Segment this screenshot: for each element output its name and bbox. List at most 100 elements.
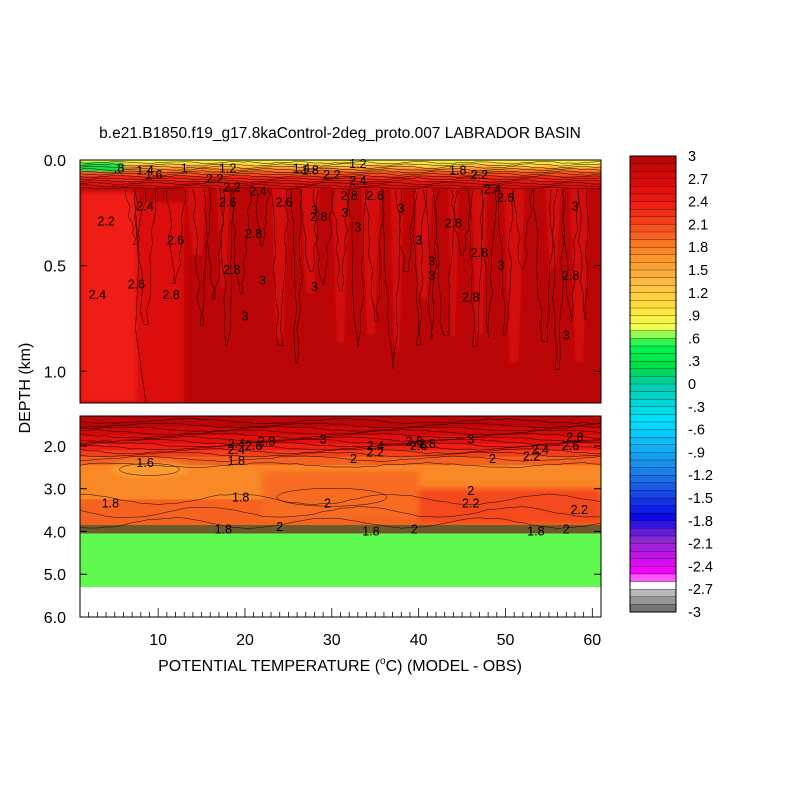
contour-label: 2.6 (167, 233, 184, 247)
y-tick-label: 6.0 (44, 610, 66, 627)
upper-panel: .8 1.41.6 1 1.22.22.2 2.42.62.42.21.41.8 2.21… (44, 153, 602, 404)
colorbar-box (629, 505, 677, 514)
contour-label: 2.6 (562, 439, 579, 453)
contour-label: 2 (350, 452, 357, 466)
colorbar-box (629, 459, 677, 469)
colorbar-box (629, 300, 677, 309)
contour-label: 2.4 (228, 443, 245, 457)
colorbar-label: -1.2 (688, 468, 713, 484)
contour-label: 2.2 (323, 168, 340, 182)
colorbar-box (629, 231, 677, 241)
colorbar-label: 1.2 (688, 286, 708, 302)
contour-label: 1.8 (362, 524, 379, 538)
contour-label: 2 (324, 497, 331, 511)
contour-label: 3 (242, 309, 249, 323)
contour-label: 2.4 (89, 288, 106, 302)
chart-title: b.e21.B1850.f19_g17.8kaControl-2deg_prot… (99, 125, 581, 142)
contour-label: 2 (563, 522, 570, 536)
colorbar-label: -.3 (688, 400, 705, 416)
contour-label: 3 (467, 433, 474, 447)
contour-label: 2.8 (245, 227, 262, 241)
colorbar-box (629, 361, 677, 370)
colorbar-label: 1.5 (688, 263, 708, 279)
colorbar-box (629, 163, 677, 172)
contour-label: 3 (428, 269, 435, 283)
contour-label: 2.6 (367, 189, 384, 203)
contour-label: 2.2 (462, 497, 479, 511)
contour-label: 1.2 (349, 157, 366, 171)
contour-label: 2.8 (462, 290, 479, 304)
colorbar-box (629, 573, 677, 583)
contour-label: 1.8 (232, 490, 249, 504)
colorbar-frame (629, 155, 677, 613)
contour-label: 2.6 (410, 439, 427, 453)
contour-label: 3 (428, 254, 435, 268)
upper-contour-lines (80, 161, 601, 403)
contour-label: 2.8 (566, 430, 583, 444)
colorbar-label: 0 (688, 377, 696, 393)
colorbar-label: -2.7 (688, 582, 713, 598)
contour-label: 2.2 (223, 180, 240, 194)
colorbar-box (629, 566, 677, 575)
colorbar-box (629, 543, 677, 552)
contour-label: 2.4 (249, 185, 266, 199)
colorbar-box (629, 444, 677, 453)
upper-y-axis: 0.0 0.5 1.0 (44, 153, 601, 381)
colorbar-box (629, 452, 677, 461)
lower-panel: 2.82.4 2.62.43 2.62.82.62.42.23 2.82.62.42.… (44, 415, 602, 649)
contour-label: 2.2 (471, 168, 488, 182)
y-tick-label: 0.5 (44, 259, 66, 276)
x-tick-label: 50 (497, 632, 515, 649)
colorbar-box (629, 201, 677, 210)
colorbar-label: 2.1 (688, 217, 708, 233)
contour-label: 1.4 (136, 164, 153, 178)
contour-label: 2.4 (484, 183, 501, 197)
contour-label: 2.8 (419, 437, 436, 451)
lower-contour-lines (80, 418, 601, 529)
x-axis-label-degree: o (380, 656, 386, 667)
colorbar-box (629, 490, 677, 499)
colorbar-box (629, 391, 677, 400)
colorbar-box (629, 193, 677, 203)
colorbar-box (629, 262, 677, 271)
colorbar-box (629, 414, 677, 423)
contour-label: 1.8 (215, 522, 232, 536)
contour-label: 2 (411, 522, 418, 536)
colorbar-box (629, 330, 677, 339)
contour-label: 2.8 (562, 269, 579, 283)
upper-contour-labels: .8 1.41.6 1 1.22.22.2 2.42.62.42.21.41.8 2.21… (89, 157, 580, 342)
contour-label: 1.6 (136, 456, 153, 470)
colorbar-box (629, 558, 677, 567)
contour-label: 2.6 (275, 195, 292, 209)
colorbar-label: -1.8 (688, 514, 713, 530)
contour-label: 2.6 (497, 191, 514, 205)
contour-label: 2.2 (523, 450, 540, 464)
colorbar-box (629, 224, 677, 233)
contour-label: 3 (498, 259, 505, 273)
colorbar-box (629, 437, 677, 446)
colorbar-label: -2.1 (688, 537, 713, 553)
contour-label: 2.8 (445, 216, 462, 230)
contour-label: 1.8 (228, 454, 245, 468)
colorbar-box (629, 596, 677, 605)
contour-label: 3 (571, 199, 578, 213)
x-axis-label-unit: C) (MODEL - OBS) (386, 658, 522, 675)
contour-label: 3 (415, 233, 422, 247)
contour-label: 2.2 (571, 503, 588, 517)
lower-y-axis: 2.0 3.0 4.0 5.0 6.0 (44, 439, 601, 627)
colorbar-box (629, 528, 677, 537)
colorbar-label: -3 (688, 605, 701, 621)
colorbar-box (629, 277, 677, 286)
contour-label: 1.8 (527, 524, 544, 538)
colorbar-box (629, 186, 677, 195)
contour-label: 2.2 (367, 445, 384, 459)
x-tick-label: 40 (410, 632, 428, 649)
colorbar-box (629, 171, 677, 180)
contour-label: 1.8 (449, 164, 466, 178)
contour-label: 2.4 (532, 443, 549, 457)
y-tick-label: 5.0 (44, 567, 66, 584)
colorbar-label: 3 (688, 149, 696, 165)
colorbar-label: .3 (688, 354, 700, 370)
contour-label: 2.8 (162, 288, 179, 302)
contour-label: 3 (320, 433, 327, 447)
